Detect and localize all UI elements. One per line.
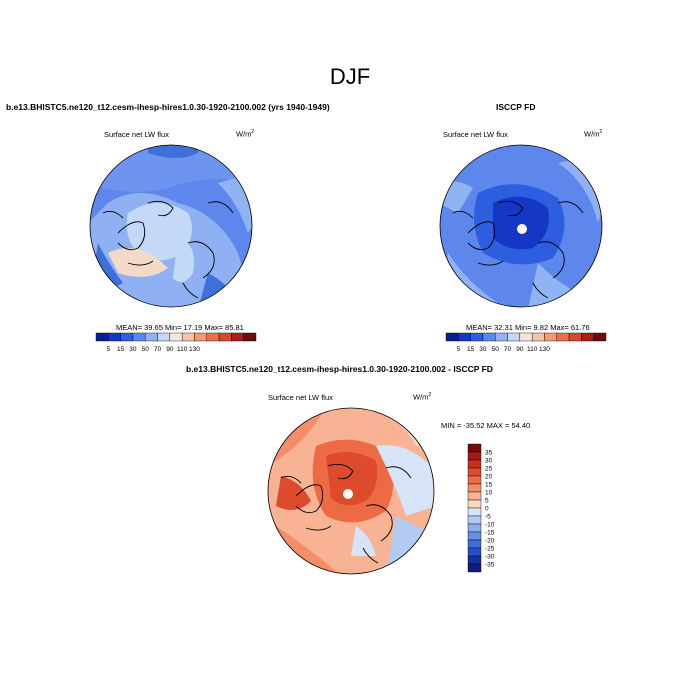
left-polar-map [89, 144, 253, 308]
colorbar-swatch [467, 467, 482, 477]
colorbar-swatch [120, 332, 134, 342]
colorbar-swatch [467, 539, 482, 549]
left-colorbar-swatches [95, 332, 257, 342]
colorbar-swatch [467, 491, 482, 501]
diff-polar-map [267, 407, 435, 575]
colorbar-label: 130 [539, 346, 550, 353]
colorbar-swatch [581, 332, 594, 342]
colorbar-label: 15 [467, 346, 475, 353]
colorbar-swatch [470, 332, 484, 342]
colorbar-label: 50 [142, 346, 150, 353]
colorbar-swatch [495, 332, 508, 342]
diff-colorbar-swatches [467, 443, 482, 573]
left-colorbar-labels: 5 15 30 50 70 90 110 130 [106, 346, 200, 353]
colorbar-swatch [467, 563, 482, 573]
colorbar-label: 110 [527, 346, 538, 353]
colorbar-label: 15 [485, 481, 493, 488]
colorbar-swatch [507, 332, 521, 342]
colorbar-label: 130 [189, 346, 200, 353]
colorbar-swatch [467, 459, 482, 469]
colorbar-swatch [467, 475, 482, 485]
colorbar-label: 5 [456, 346, 460, 353]
colorbar-swatch [467, 451, 482, 461]
colorbar-swatch [467, 555, 482, 565]
colorbar-swatch [243, 332, 257, 342]
colorbar-swatch [519, 332, 533, 342]
colorbar-label: -10 [485, 521, 495, 528]
right-variable-label: Surface net LW flux [443, 130, 508, 139]
colorbar-label: 10 [485, 489, 493, 496]
colorbar-swatch [531, 332, 545, 342]
left-units-label: W/m2 [236, 129, 255, 139]
left-colorbar: 5 15 30 50 70 90 110 130 [95, 332, 257, 353]
right-units-label: W/m2 [584, 129, 603, 139]
diff-units-label: W/m2 [413, 392, 432, 402]
colorbar-label: 5 [485, 497, 489, 504]
left-stats: MEAN= 39.65 Min= 17.19 Max= 85.81 [116, 323, 244, 332]
colorbar-swatch [467, 523, 482, 533]
colorbar-swatch [482, 332, 496, 342]
colorbar-swatch [95, 332, 109, 342]
colorbar-swatch [467, 483, 482, 493]
right-colorbar-labels: 5 15 30 50 70 90 110 130 [456, 346, 550, 353]
colorbar-label: 70 [504, 346, 512, 353]
colorbar-swatch [157, 332, 171, 342]
colorbar-label: -20 [485, 537, 495, 544]
colorbar-label: 20 [485, 473, 493, 480]
colorbar-label: 90 [516, 346, 524, 353]
colorbar-label: 35 [485, 449, 493, 456]
colorbar-swatch [568, 332, 582, 342]
colorbar-swatch [169, 332, 183, 342]
colorbar-label: 90 [166, 346, 174, 353]
colorbar-swatch [467, 515, 482, 525]
colorbar-label: 5 [106, 346, 110, 353]
colorbar-swatch [593, 332, 607, 342]
right-stats: MEAN= 32.31 Min= 9.82 Max= 61.76 [466, 323, 590, 332]
colorbar-swatch [467, 547, 482, 557]
colorbar-label: 0 [485, 505, 489, 512]
colorbar-swatch [467, 531, 482, 541]
colorbar-swatch [108, 332, 121, 342]
season-title: DJF [329, 64, 371, 89]
colorbar-swatch [132, 332, 146, 342]
colorbar-swatch [556, 332, 570, 342]
colorbar-swatch [544, 332, 557, 342]
right-colorbar: 5 15 30 50 70 90 110 130 [445, 332, 607, 353]
colorbar-swatch [458, 332, 471, 342]
colorbar-label: -5 [485, 513, 491, 520]
colorbar-label: -35 [485, 561, 495, 568]
colorbar-label: 30 [479, 346, 487, 353]
colorbar-swatch [467, 499, 482, 509]
colorbar-swatch [231, 332, 244, 342]
colorbar-label: 30 [485, 457, 493, 464]
colorbar-label: 110 [177, 346, 188, 353]
colorbar-swatch [145, 332, 158, 342]
colorbar-swatch [206, 332, 220, 342]
right-colorbar-swatches [445, 332, 607, 342]
right-panel-title: ISCCP FD [496, 102, 536, 112]
left-panel-title: b.e13.BHISTC5.ne120_t12.cesm-ihesp-hires… [6, 102, 330, 112]
colorbar-swatch [218, 332, 232, 342]
diff-panel-title: b.e13.BHISTC5.ne120_t12.cesm-ihesp-hires… [186, 364, 493, 374]
colorbar-swatch [467, 443, 482, 453]
colorbar-label: -30 [485, 553, 495, 560]
diff-variable-label: Surface net LW flux [268, 393, 333, 402]
colorbar-label: -25 [485, 545, 495, 552]
colorbar-swatch [445, 332, 459, 342]
colorbar-label: 50 [492, 346, 500, 353]
colorbar-swatch [467, 507, 482, 517]
colorbar-label: 15 [117, 346, 125, 353]
colorbar-label: 30 [129, 346, 137, 353]
left-variable-label: Surface net LW flux [104, 130, 169, 139]
diff-stats: MIN = -35.52 MAX = 54.40 [441, 421, 531, 430]
colorbar-swatch [194, 332, 207, 342]
colorbar-label: 70 [154, 346, 162, 353]
colorbar-swatch [181, 332, 195, 342]
right-polar-map [439, 144, 603, 308]
colorbar-label: -15 [485, 529, 495, 536]
colorbar-label: 25 [485, 465, 493, 472]
